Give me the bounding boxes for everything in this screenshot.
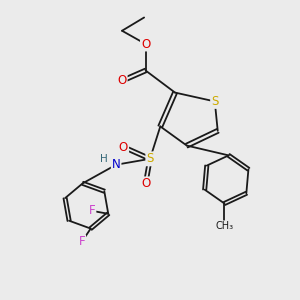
Text: F: F	[89, 204, 95, 218]
Text: H: H	[100, 154, 108, 164]
Text: S: S	[146, 152, 154, 165]
Text: F: F	[79, 235, 85, 248]
Text: CH₃: CH₃	[215, 221, 233, 231]
Text: O: O	[117, 74, 127, 87]
Text: N: N	[112, 158, 121, 171]
Text: O: O	[141, 38, 150, 50]
Text: O: O	[119, 141, 128, 154]
Text: O: O	[141, 177, 150, 190]
Text: S: S	[211, 95, 218, 108]
